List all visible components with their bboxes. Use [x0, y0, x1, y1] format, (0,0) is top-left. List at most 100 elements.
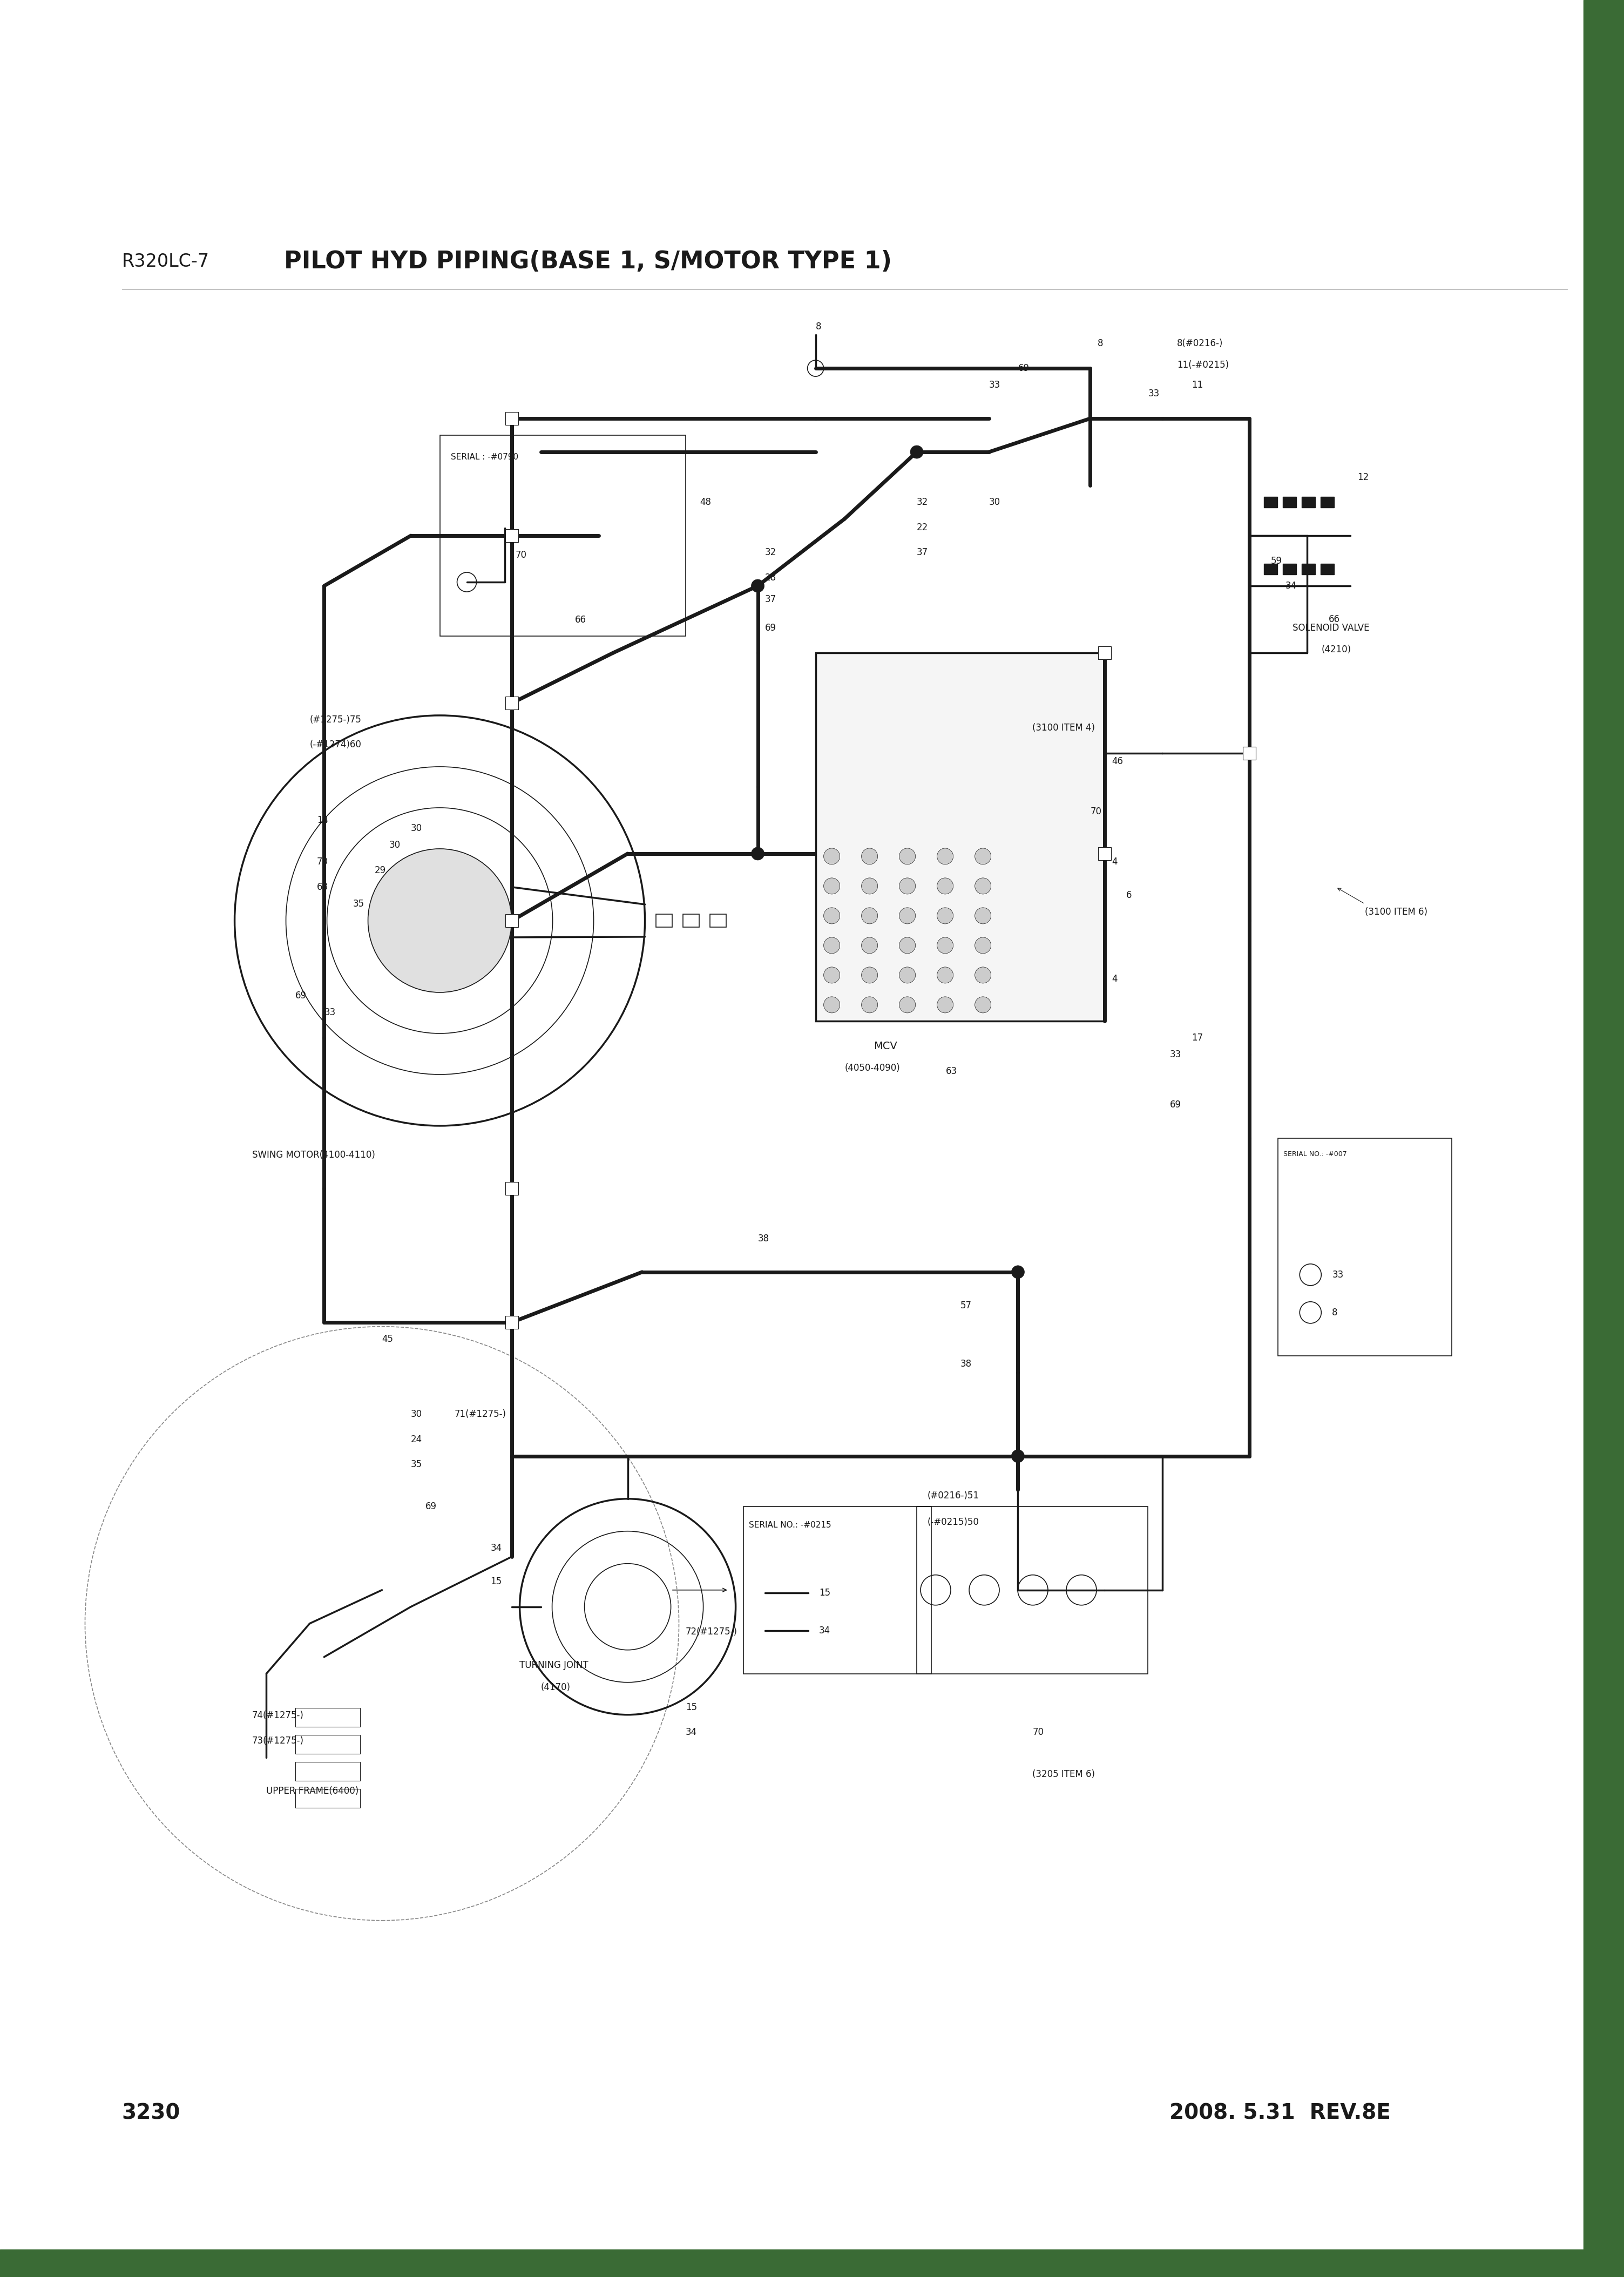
Circle shape — [974, 909, 991, 924]
Text: TURNING JOINT: TURNING JOINT — [520, 1660, 588, 1671]
Bar — [815, 653, 1104, 1020]
Text: 33: 33 — [1332, 1271, 1343, 1280]
Text: 70: 70 — [1090, 806, 1101, 817]
Text: SERIAL NO.: -#007: SERIAL NO.: -#007 — [1283, 1150, 1346, 1159]
Circle shape — [900, 909, 916, 924]
Bar — [1242, 747, 1255, 761]
Circle shape — [861, 879, 877, 895]
Text: 72(#1275-): 72(#1275-) — [685, 1628, 737, 1637]
Text: (3100 ITEM 4): (3100 ITEM 4) — [1033, 724, 1095, 733]
Bar — [505, 697, 518, 710]
Text: 12: 12 — [1358, 471, 1369, 483]
Text: 30: 30 — [989, 496, 1000, 508]
Bar — [1301, 565, 1315, 574]
Text: SERIAL : -#0790: SERIAL : -#0790 — [450, 453, 518, 460]
Bar — [1301, 496, 1315, 508]
Text: 15: 15 — [490, 1576, 502, 1587]
Text: 4: 4 — [1112, 975, 1117, 984]
Bar — [656, 913, 672, 927]
Text: 24: 24 — [411, 1435, 422, 1444]
Text: 8: 8 — [1332, 1307, 1338, 1318]
Text: (4210): (4210) — [1322, 644, 1351, 653]
Text: 69: 69 — [425, 1501, 437, 1512]
Bar — [1098, 647, 1111, 660]
Text: 6: 6 — [1127, 890, 1132, 899]
Text: 66: 66 — [1328, 615, 1340, 624]
Text: 69: 69 — [765, 624, 776, 633]
Circle shape — [900, 968, 916, 984]
Text: (3205 ITEM 6): (3205 ITEM 6) — [1033, 1769, 1095, 1778]
Circle shape — [823, 849, 840, 865]
Text: 28: 28 — [765, 572, 776, 583]
Text: (-#1274)60: (-#1274)60 — [310, 740, 362, 749]
Bar — [440, 435, 685, 635]
Text: 30: 30 — [390, 840, 401, 849]
Text: R320LC-7: R320LC-7 — [122, 253, 209, 271]
Text: PILOT HYD PIPING(BASE 1, S/MOTOR TYPE 1): PILOT HYD PIPING(BASE 1, S/MOTOR TYPE 1) — [284, 250, 892, 273]
Text: 37: 37 — [765, 594, 776, 603]
Text: 3230: 3230 — [122, 2102, 180, 2124]
Text: 68: 68 — [317, 881, 328, 893]
Text: 30: 30 — [411, 824, 422, 833]
Text: 8(#0216-): 8(#0216-) — [1177, 339, 1223, 348]
Text: 48: 48 — [700, 496, 711, 508]
Circle shape — [937, 997, 953, 1013]
Bar — [296, 1735, 361, 1753]
Text: 15: 15 — [818, 1587, 830, 1598]
Text: (3100 ITEM 6): (3100 ITEM 6) — [1364, 906, 1427, 918]
Circle shape — [937, 968, 953, 984]
Bar — [1320, 496, 1333, 508]
Circle shape — [900, 997, 916, 1013]
Circle shape — [900, 879, 916, 895]
Circle shape — [861, 938, 877, 954]
Circle shape — [1012, 1450, 1025, 1462]
Circle shape — [752, 847, 765, 861]
Circle shape — [937, 909, 953, 924]
Text: MCV: MCV — [874, 1041, 896, 1052]
Text: 69: 69 — [1018, 364, 1030, 373]
Text: 29: 29 — [375, 865, 387, 874]
Bar — [296, 1762, 361, 1781]
Circle shape — [861, 968, 877, 984]
Text: (4170): (4170) — [541, 1683, 570, 1692]
Text: 70: 70 — [1322, 496, 1333, 508]
Text: 30: 30 — [411, 1409, 422, 1419]
Circle shape — [937, 938, 953, 954]
Text: 34: 34 — [1285, 581, 1296, 590]
Circle shape — [823, 968, 840, 984]
Text: 57: 57 — [960, 1300, 971, 1309]
Text: (4050-4090): (4050-4090) — [844, 1063, 900, 1072]
Circle shape — [752, 578, 765, 592]
Text: 73(#1275-): 73(#1275-) — [252, 1735, 304, 1746]
Bar — [682, 913, 698, 927]
Text: 14: 14 — [317, 815, 328, 824]
Bar — [1098, 847, 1111, 861]
Text: 70: 70 — [1033, 1728, 1044, 1737]
Circle shape — [861, 997, 877, 1013]
Circle shape — [900, 849, 916, 865]
Circle shape — [937, 849, 953, 865]
Text: 35: 35 — [411, 1460, 422, 1469]
Text: 33: 33 — [1169, 1050, 1181, 1059]
Circle shape — [974, 997, 991, 1013]
Bar — [744, 1507, 931, 1674]
Circle shape — [823, 938, 840, 954]
Text: 32: 32 — [765, 546, 776, 558]
Text: 74(#1275-): 74(#1275-) — [252, 1710, 304, 1721]
Text: (-#0215)50: (-#0215)50 — [927, 1516, 979, 1528]
Bar — [505, 528, 518, 542]
Text: 59: 59 — [1272, 556, 1283, 565]
Text: 70: 70 — [515, 551, 526, 560]
Text: 8: 8 — [815, 321, 822, 332]
Text: 34: 34 — [490, 1544, 502, 1553]
Text: 22: 22 — [916, 521, 929, 533]
Circle shape — [861, 909, 877, 924]
Text: 35: 35 — [352, 899, 364, 909]
Circle shape — [823, 909, 840, 924]
Text: 33: 33 — [325, 1009, 336, 1018]
Bar — [505, 913, 518, 927]
Bar — [505, 1182, 518, 1195]
Circle shape — [861, 849, 877, 865]
Text: 33: 33 — [1148, 389, 1160, 398]
Bar — [1278, 1138, 1452, 1355]
